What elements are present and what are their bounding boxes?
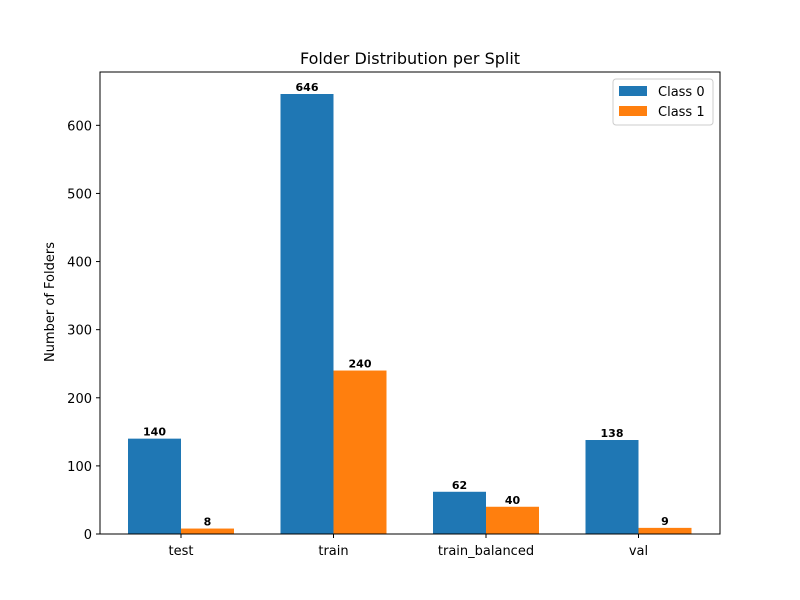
bar-value-label-val-class-0: 138 xyxy=(601,427,624,440)
bar-test-class-1[interactable] xyxy=(181,528,234,534)
x-axis: test train train_balanced val xyxy=(169,534,648,559)
y-tick-label: 600 xyxy=(67,119,92,134)
bar-val-class-1[interactable] xyxy=(638,527,692,534)
bar-value-label-val-class-1: 9 xyxy=(661,515,669,528)
y-axis-label: Number of Folders xyxy=(43,242,58,362)
bar-train-class-1[interactable] xyxy=(333,370,387,534)
legend-swatch-class-1 xyxy=(619,106,647,116)
legend-label-class-0: Class 0 xyxy=(658,85,705,100)
legend-swatch-class-0 xyxy=(619,86,647,96)
bar-value-label-train-class-0: 646 xyxy=(296,81,319,94)
legend-label-class-1: Class 1 xyxy=(658,105,705,120)
y-tick-label: 0 xyxy=(84,528,92,543)
y-tick-label: 100 xyxy=(67,460,92,475)
plot-frame xyxy=(99,71,721,535)
x-tick-label-train: train xyxy=(318,544,348,559)
chart-title: Folder Distribution per Split xyxy=(300,49,520,68)
bar-train_balanced-class-1[interactable] xyxy=(486,506,539,534)
bar-labels-group: 140 8 646 240 62 40 138 9 xyxy=(143,81,669,529)
x-tick-label-val: val xyxy=(629,544,648,559)
bars-group xyxy=(128,94,692,534)
legend[interactable]: Class 0 Class 1 xyxy=(612,78,714,126)
y-tick-label: 500 xyxy=(67,187,92,202)
bar-test-class-0[interactable] xyxy=(128,438,181,534)
bar-train-class-0[interactable] xyxy=(280,94,334,534)
bar-value-label-train-class-1: 240 xyxy=(349,358,372,371)
y-tick-label: 400 xyxy=(67,256,92,271)
bar-value-label-train_balanced-class-0: 62 xyxy=(452,479,467,492)
bar-train_balanced-class-0[interactable] xyxy=(433,491,486,534)
bar-value-label-test-class-1: 8 xyxy=(204,516,212,529)
y-tick-label: 200 xyxy=(67,392,92,407)
y-axis: 0 100 200 300 400 500 600 xyxy=(67,119,100,543)
x-tick-label-train_balanced: train_balanced xyxy=(438,544,534,559)
y-tick-label: 300 xyxy=(67,324,92,339)
bar-value-label-test-class-0: 140 xyxy=(143,426,166,439)
bar-value-label-train_balanced-class-1: 40 xyxy=(505,494,521,507)
bar-val-class-0[interactable] xyxy=(585,440,639,534)
x-tick-label-test: test xyxy=(169,544,194,559)
